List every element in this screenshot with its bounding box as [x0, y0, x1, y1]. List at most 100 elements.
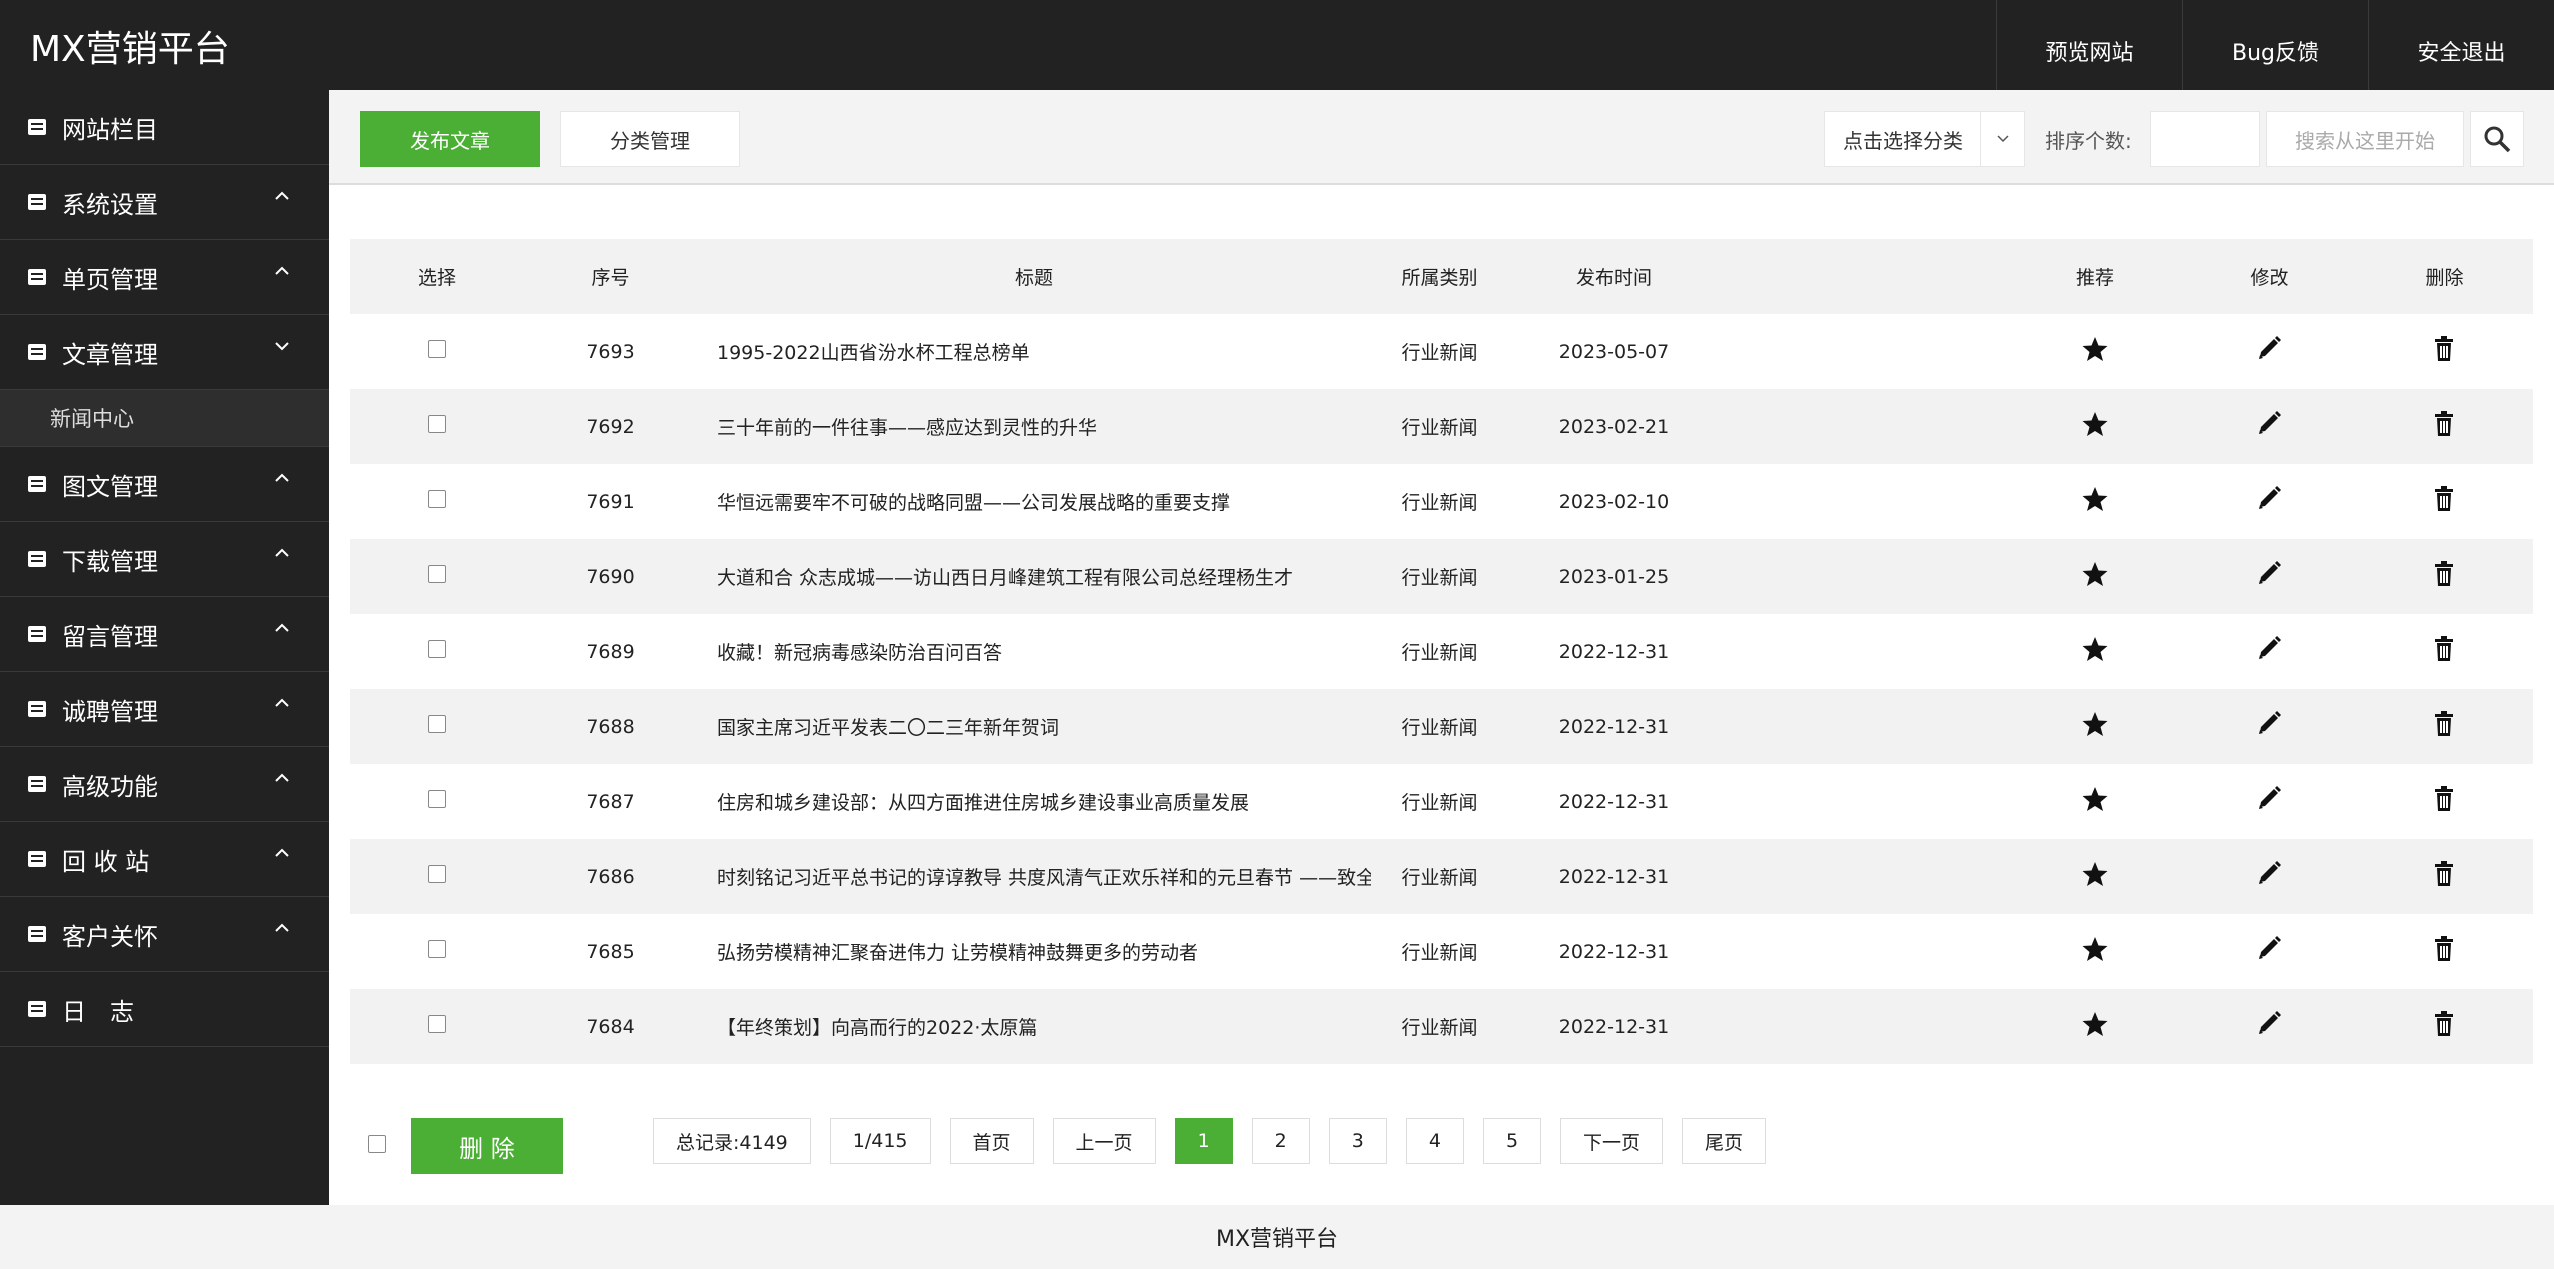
title-cell[interactable]: 华恒远需要牢不可破的战略同盟——公司发展战略的重要支撑 — [717, 492, 1231, 514]
title-cell[interactable]: 三十年前的一件往事——感应达到灵性的升华 — [717, 417, 1098, 439]
row-checkbox[interactable] — [428, 1015, 446, 1033]
sidebar-item[interactable]: 图文管理 — [0, 447, 329, 522]
row-checkbox[interactable] — [428, 340, 446, 358]
recommend-cell — [2007, 539, 2183, 614]
title-cell[interactable]: 时刻铭记习近平总书记的谆谆教导 共度风清气正欢乐祥和的元旦春节 ——致全市党员干… — [717, 867, 1371, 889]
delete-icon[interactable] — [2431, 861, 2459, 893]
recommend-icon[interactable] — [2081, 412, 2109, 443]
delete-icon[interactable] — [2431, 786, 2459, 818]
recommend-icon[interactable] — [2081, 1012, 2109, 1043]
sidebar-item[interactable]: 诚聘管理 — [0, 672, 329, 747]
page-page-of[interactable]: 1/415 — [829, 1118, 931, 1164]
recommend-icon[interactable] — [2081, 337, 2109, 368]
recommend-icon[interactable] — [2081, 712, 2109, 743]
page-number[interactable]: 4 — [1405, 1118, 1464, 1164]
page-number[interactable]: 1 — [1174, 1118, 1233, 1164]
row-checkbox[interactable] — [428, 790, 446, 808]
title-cell[interactable]: 大道和合 众志成城——访山西日月峰建筑工程有限公司总经理杨生才 — [717, 567, 1294, 589]
sidebar-item[interactable]: 高级功能 — [0, 747, 329, 822]
edit-cell — [2183, 539, 2356, 614]
row-checkbox[interactable] — [428, 940, 446, 958]
icon — [28, 926, 46, 942]
row-checkbox[interactable] — [428, 715, 446, 733]
category-select[interactable]: 点击选择分类 — [1824, 111, 2025, 167]
title-cell[interactable]: 国家主席习近平发表二〇二三年新年贺词 — [717, 717, 1060, 739]
sidebar-item[interactable]: 网站栏目 — [0, 90, 329, 165]
row-checkbox[interactable] — [428, 640, 446, 658]
page-prev[interactable]: 上一页 — [1052, 1118, 1156, 1164]
delete-icon[interactable] — [2431, 711, 2459, 743]
page-number[interactable]: 2 — [1251, 1118, 1310, 1164]
edit-icon[interactable] — [2256, 1011, 2284, 1043]
edit-icon[interactable] — [2256, 936, 2284, 968]
header-link[interactable]: 安全退出 — [2368, 0, 2554, 90]
delete-icon[interactable] — [2431, 636, 2459, 668]
title-cell[interactable]: 住房和城乡建设部：从四方面推进住房城乡建设事业高质量发展 — [717, 792, 1250, 814]
page-last[interactable]: 尾页 — [1682, 1118, 1767, 1164]
table-row: 7691 华恒远需要牢不可破的战略同盟——公司发展战略的重要支撑 行业新闻 2023-… — [350, 464, 2533, 539]
recommend-icon[interactable] — [2081, 487, 2109, 518]
recommend-icon[interactable] — [2081, 787, 2109, 818]
page-total[interactable]: 总记录:4149 — [653, 1118, 811, 1164]
recommend-icon[interactable] — [2081, 862, 2109, 893]
sidebar-item[interactable]: 留言管理 — [0, 597, 329, 672]
sidebar-item[interactable]: 回 收 站 — [0, 822, 329, 897]
recommend-icon[interactable] — [2081, 637, 2109, 668]
sidebar-item[interactable]: 系统设置 — [0, 165, 329, 240]
select-cell — [350, 989, 524, 1064]
spacer-cell — [1720, 839, 2007, 914]
edit-icon[interactable] — [2256, 336, 2284, 368]
id-cell: 7693 — [586, 340, 635, 363]
sidebar-item[interactable]: 日 志 — [0, 972, 329, 1047]
edit-icon[interactable] — [2256, 786, 2284, 818]
delete-button[interactable]: 删 除 — [411, 1118, 563, 1174]
edit-icon[interactable] — [2256, 486, 2284, 518]
row-checkbox[interactable] — [428, 415, 446, 433]
sidebar-item[interactable]: 单页管理 — [0, 240, 329, 315]
row-checkbox[interactable] — [428, 565, 446, 583]
sidebar-item[interactable]: 文章管理 — [0, 315, 329, 390]
page-first[interactable]: 首页 — [949, 1118, 1034, 1164]
title-cell[interactable]: 1995-2022山西省汾水杯工程总榜单 — [717, 342, 1030, 364]
category-button[interactable]: 分类管理 — [560, 111, 740, 167]
edit-icon[interactable] — [2256, 411, 2284, 443]
delete-icon[interactable] — [2431, 936, 2459, 968]
edit-icon[interactable] — [2256, 861, 2284, 893]
row-checkbox[interactable] — [428, 490, 446, 508]
select-cell — [350, 464, 524, 539]
title-cell[interactable]: 弘扬劳模精神汇聚奋进伟力 让劳模精神鼓舞更多的劳动者 — [717, 942, 1199, 964]
page-next[interactable]: 下一页 — [1560, 1118, 1664, 1164]
title-cell[interactable]: 【年终策划】向高而行的2022·太原篇 — [717, 1017, 1038, 1039]
icon — [2434, 1011, 2453, 1036]
search-input[interactable]: 搜索从这里开始 — [2266, 111, 2464, 167]
table-row: 7684 【年终策划】向高而行的2022·太原篇 行业新闻 2022-12-31 — [350, 989, 2533, 1064]
delete-icon[interactable] — [2431, 336, 2459, 368]
header-link[interactable]: 预览网站 — [1996, 0, 2182, 90]
header-link[interactable]: Bug反馈 — [2182, 0, 2368, 90]
page-number[interactable]: 5 — [1482, 1118, 1542, 1164]
search-button[interactable] — [2470, 111, 2524, 167]
recommend-icon[interactable] — [2081, 562, 2109, 593]
delete-icon[interactable] — [2431, 411, 2459, 443]
edit-icon[interactable] — [2256, 711, 2284, 743]
page-number[interactable]: 3 — [1328, 1118, 1387, 1164]
recommend-cell — [2007, 914, 2183, 989]
recommend-cell — [2007, 464, 2183, 539]
sidebar-child[interactable]: 新闻中心 — [0, 390, 329, 447]
title-cell[interactable]: 收藏！新冠病毒感染防治百问百答 — [717, 642, 1003, 664]
recommend-icon[interactable] — [2081, 937, 2109, 968]
delete-icon[interactable] — [2431, 1011, 2459, 1043]
recommend-cell — [2007, 689, 2183, 764]
recommend-cell — [2007, 839, 2183, 914]
row-checkbox[interactable] — [428, 865, 446, 883]
sort-input[interactable] — [2150, 111, 2260, 167]
select-all-checkbox[interactable] — [368, 1135, 386, 1153]
edit-cell — [2183, 839, 2356, 914]
publish-button[interactable]: 发布文章 — [360, 111, 540, 167]
edit-icon[interactable] — [2256, 636, 2284, 668]
edit-icon[interactable] — [2256, 561, 2284, 593]
delete-icon[interactable] — [2431, 486, 2459, 518]
delete-icon[interactable] — [2431, 561, 2459, 593]
sidebar-item[interactable]: 客户关怀 — [0, 897, 329, 972]
sidebar-item[interactable]: 下载管理 — [0, 522, 329, 597]
